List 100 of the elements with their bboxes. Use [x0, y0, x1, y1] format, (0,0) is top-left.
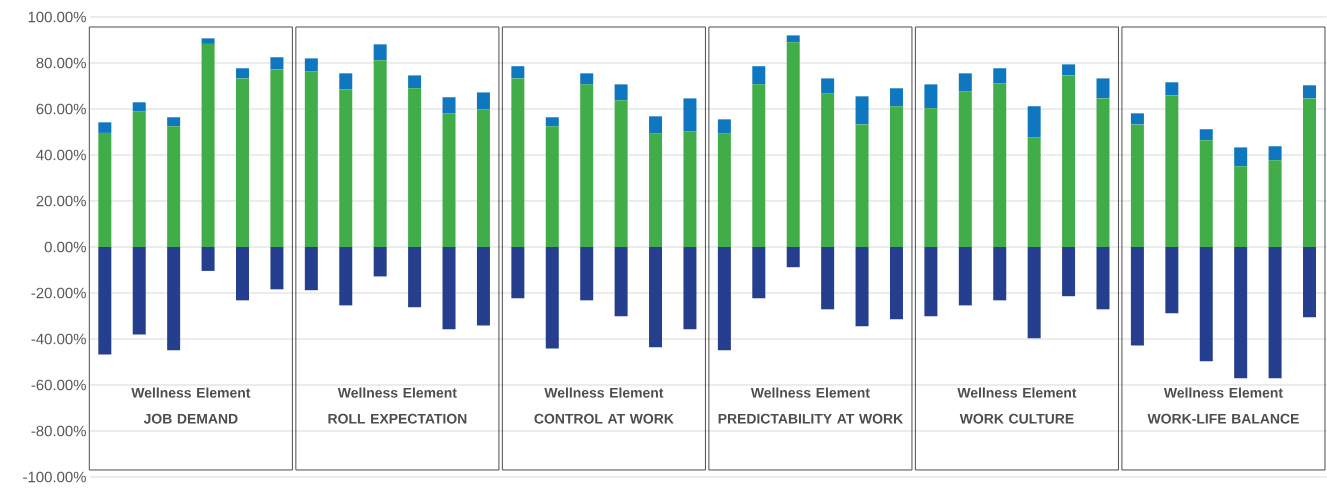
bar: [1268, 246, 1282, 379]
bar: [1165, 95, 1179, 247]
bar: [649, 133, 663, 247]
bar: [889, 246, 903, 320]
bar: [821, 246, 835, 310]
y-tick-label: -80.00%: [31, 425, 86, 437]
bar: [924, 108, 938, 247]
bar: [958, 73, 972, 92]
bar: [304, 246, 318, 291]
bar: [1303, 98, 1317, 247]
bar: [270, 246, 284, 290]
annotation: WORK-LIFE BALANCE: [1147, 413, 1299, 424]
bar: [1234, 246, 1248, 379]
bar: [786, 42, 800, 247]
bar: [752, 246, 766, 299]
bar: [1234, 147, 1248, 167]
bar: [683, 131, 697, 247]
bar: [1199, 129, 1213, 141]
annotation: Wellness Element: [337, 387, 457, 398]
bar: [855, 96, 869, 125]
bar: [1199, 140, 1213, 247]
bar: [924, 84, 938, 109]
bar: [649, 116, 663, 134]
bar: [442, 97, 456, 114]
bar: [1096, 78, 1110, 99]
bar: [993, 68, 1007, 84]
annotation: Wellness Element: [750, 387, 870, 398]
bar: [1096, 98, 1110, 247]
bar: [614, 100, 628, 247]
bar: [1027, 137, 1041, 247]
bar: [236, 68, 249, 79]
bar: [373, 246, 387, 277]
annotation: Wellness Element: [957, 387, 1077, 398]
bar: [1130, 246, 1144, 346]
y-tick-label: 100.00%: [28, 11, 86, 23]
bar: [717, 119, 731, 134]
bar: [98, 132, 112, 247]
annotation: Wellness Element: [544, 387, 664, 398]
bar: [786, 35, 800, 43]
bar: [1268, 160, 1282, 247]
bar: [511, 78, 525, 247]
bar: [1199, 246, 1213, 362]
bar: [132, 111, 146, 247]
bar: [889, 88, 903, 107]
bar: [580, 84, 594, 247]
bar: [958, 91, 972, 247]
bar: [889, 106, 903, 247]
bar: [1062, 246, 1076, 297]
bar: [1165, 82, 1179, 96]
bar: [545, 117, 559, 127]
bar: [1303, 85, 1317, 99]
bar: [649, 246, 663, 348]
annotation: ROLL EXPECTATION: [328, 413, 467, 424]
y-tick-label: -60.00%: [31, 379, 86, 391]
bar: [855, 246, 869, 327]
bar: [339, 246, 353, 306]
bar: [270, 69, 284, 247]
bar: [236, 78, 249, 247]
bar: [167, 117, 181, 127]
bar: [855, 124, 869, 247]
bar: [545, 246, 559, 349]
bar: [614, 84, 628, 101]
bar: [98, 246, 112, 355]
bar: [614, 246, 628, 317]
y-tick-label: 0.00%: [44, 241, 86, 253]
bar: [408, 246, 422, 308]
bar: [132, 102, 146, 112]
annotation: Wellness Element: [131, 387, 251, 398]
bar: [304, 58, 318, 72]
y-tick-label: 40.00%: [36, 149, 86, 161]
bar: [339, 73, 353, 90]
bar: [132, 246, 146, 335]
bar: [821, 78, 835, 94]
bar: [717, 133, 731, 247]
bar: [993, 246, 1007, 301]
bar: [201, 43, 215, 247]
y-tick-label: -100.00%: [23, 471, 86, 483]
bar: [476, 246, 490, 326]
bar: [408, 88, 422, 247]
bar: [717, 246, 731, 351]
bar: [476, 92, 490, 110]
bar: [98, 122, 112, 133]
y-tick-label: -40.00%: [31, 333, 86, 345]
bar: [1234, 166, 1248, 247]
bar: [1027, 246, 1041, 339]
bar: [924, 246, 938, 317]
bar: [442, 113, 456, 247]
bar: [1130, 124, 1144, 247]
annotation: CONTROL AT WORK: [534, 413, 674, 424]
bar: [373, 44, 387, 61]
annotation: JOB DEMAND: [143, 413, 238, 424]
bar: [545, 126, 559, 247]
bar: [511, 66, 525, 79]
annotation: Wellness Element: [1163, 387, 1283, 398]
bar: [1062, 64, 1076, 76]
bar: [304, 71, 318, 247]
bar: [167, 246, 181, 351]
bar: [1096, 246, 1110, 310]
bar: [683, 246, 697, 330]
bar: [339, 89, 353, 247]
